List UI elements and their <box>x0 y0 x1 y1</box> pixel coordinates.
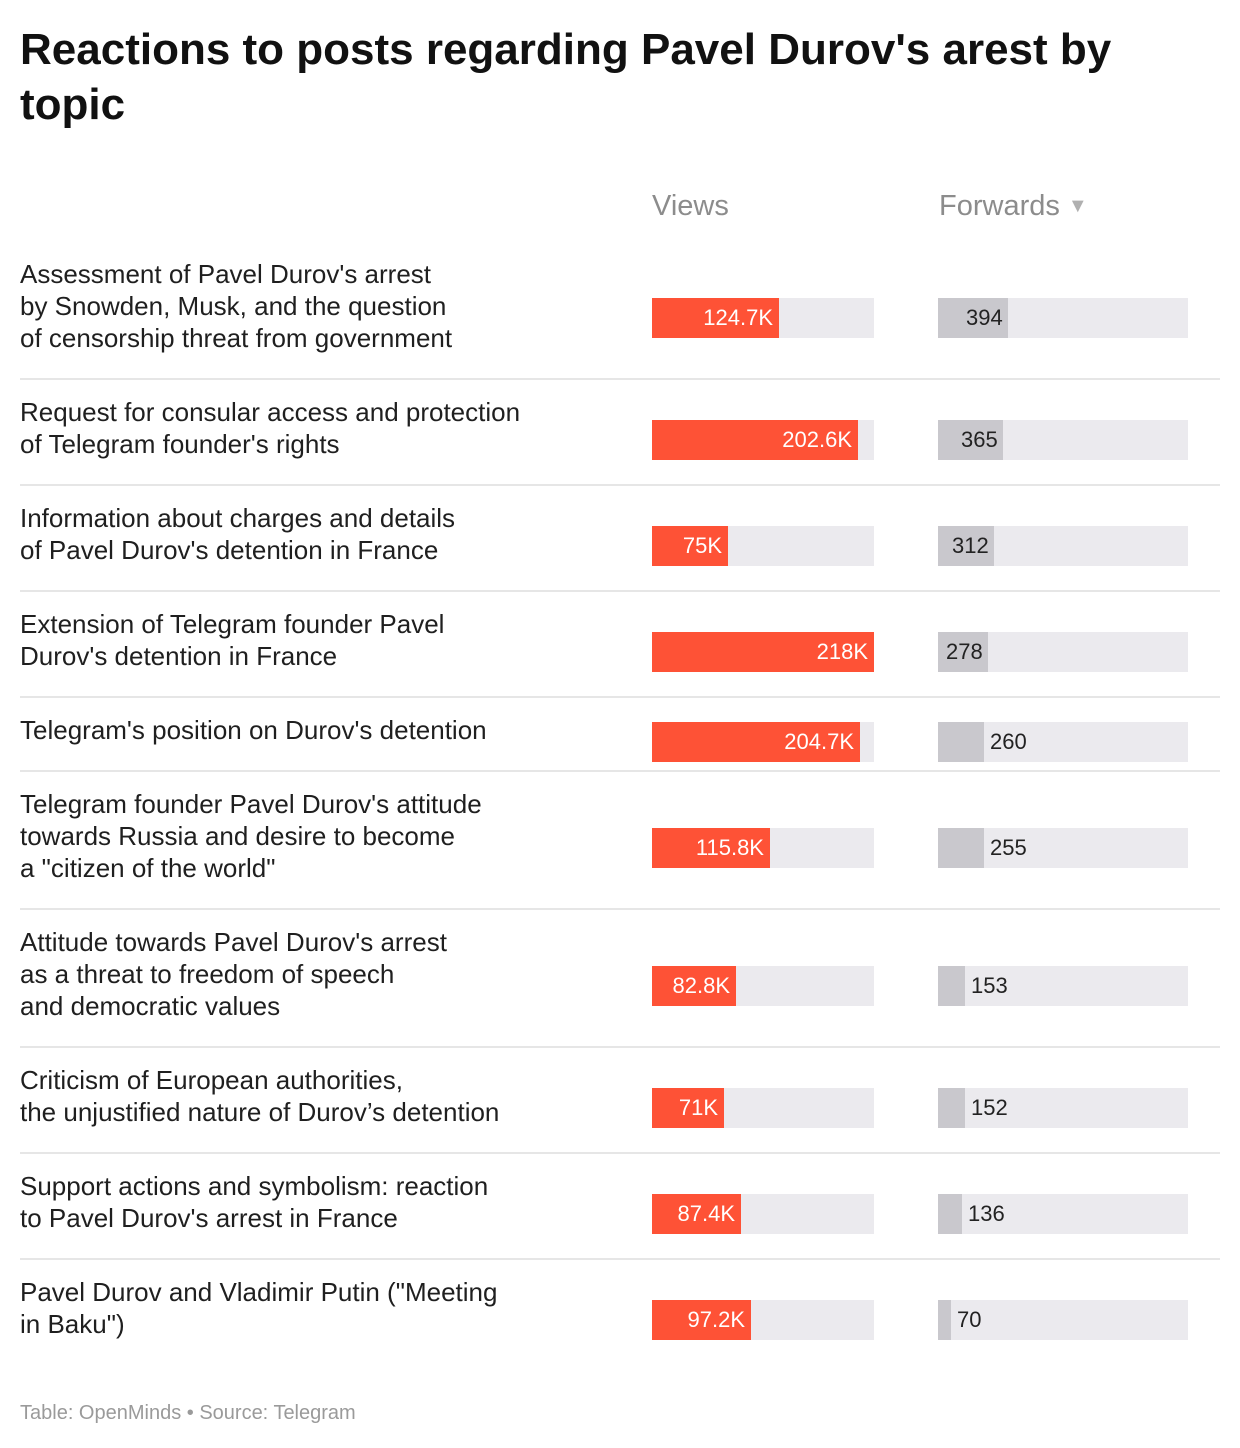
forwards-track: 365 <box>938 420 1188 460</box>
forwards-value: 394 <box>966 305 1003 330</box>
forwards-value: 365 <box>961 427 998 452</box>
column-header-forwards-label: Forwards <box>939 190 1060 222</box>
topic-label: Telegram's position on Durov's detention <box>20 715 487 745</box>
forwards-bar <box>938 1194 962 1234</box>
table-row: Extension of Telegram founder Pavel Duro… <box>20 608 1220 696</box>
topic-label: Attitude towards Pavel Durov's arrest as… <box>20 927 447 1021</box>
chart-title: Reactions to posts regarding Pavel Durov… <box>20 25 1112 129</box>
topic-label: Assessment of Pavel Durov's arrest by Sn… <box>20 259 453 353</box>
forwards-track: 70 <box>938 1300 1188 1340</box>
forwards-track: 255 <box>938 828 1188 868</box>
forwards-track: 153 <box>938 966 1188 1006</box>
row-divider <box>20 590 1220 592</box>
views-value: 124.7K <box>703 305 773 330</box>
table-row: Telegram's position on Durov's detention… <box>20 714 1220 770</box>
table-row: Assessment of Pavel Durov's arrest by Sn… <box>20 258 1220 378</box>
forwards-bar <box>938 1300 951 1340</box>
views-bar <box>652 828 770 868</box>
views-track: 218K <box>652 632 874 672</box>
forwards-track: 152 <box>938 1088 1188 1128</box>
row-divider <box>20 1046 1220 1048</box>
views-track: 115.8K <box>652 828 874 868</box>
forwards-value: 136 <box>968 1201 1005 1226</box>
views-track: 97.2K <box>652 1300 874 1340</box>
row-divider <box>20 484 1220 486</box>
views-track: 202.6K <box>652 420 874 460</box>
views-bar <box>652 1300 751 1340</box>
row-divider <box>20 696 1220 698</box>
forwards-track: 260 <box>938 722 1188 762</box>
topic-label: Support actions and symbolism: reaction … <box>20 1171 489 1233</box>
views-value: 218K <box>816 639 868 664</box>
topic-label: Extension of Telegram founder Pavel Duro… <box>20 609 445 671</box>
forwards-value: 255 <box>990 835 1027 860</box>
forwards-value: 153 <box>971 973 1008 998</box>
table-row: Information about charges and details of… <box>20 502 1220 590</box>
forwards-bar <box>938 526 994 566</box>
views-bar <box>652 298 779 338</box>
sort-descending-icon[interactable]: ▼ <box>1067 195 1088 217</box>
views-value: 115.8K <box>695 835 764 860</box>
forwards-bar <box>938 966 965 1006</box>
views-track: 124.7K <box>652 298 874 338</box>
forwards-track: 312 <box>938 526 1188 566</box>
table-row: Criticism of European authorities, the u… <box>20 1064 1220 1152</box>
views-track: 204.7K <box>652 722 874 762</box>
forwards-track: 394 <box>938 298 1188 338</box>
column-header-views-label: Views <box>652 190 729 222</box>
views-value: 71K <box>678 1095 718 1120</box>
views-track: 87.4K <box>652 1194 874 1234</box>
views-value: 204.7K <box>784 729 854 754</box>
forwards-track: 136 <box>938 1194 1188 1234</box>
views-bar <box>652 420 858 460</box>
table-row: Telegram founder Pavel Durov's attitude … <box>20 788 1220 908</box>
views-track: 75K <box>652 526 874 566</box>
table-row: Support actions and symbolism: reaction … <box>20 1170 1220 1258</box>
row-divider <box>20 378 1220 380</box>
table-row: Request for consular access and protecti… <box>20 396 1220 484</box>
forwards-bar <box>938 828 984 868</box>
row-divider <box>20 908 1220 910</box>
table-row: Pavel Durov and Vladimir Putin ("Meeting… <box>20 1276 1220 1364</box>
views-bar <box>652 632 874 672</box>
table-row: Attitude towards Pavel Durov's arrest as… <box>20 926 1220 1046</box>
topic-label: Telegram founder Pavel Durov's attitude … <box>20 789 482 883</box>
views-bar <box>652 722 860 762</box>
forwards-value: 278 <box>946 639 983 664</box>
row-divider <box>20 1152 1220 1154</box>
row-divider <box>20 1258 1220 1260</box>
forwards-bar <box>938 722 984 762</box>
views-bar <box>652 966 736 1006</box>
views-bar <box>652 1194 741 1234</box>
topic-label: Request for consular access and protecti… <box>20 397 521 459</box>
forwards-bar <box>938 632 988 672</box>
topic-label: Criticism of European authorities, the u… <box>20 1065 500 1127</box>
forwards-value: 70 <box>957 1307 982 1332</box>
forwards-bar <box>938 420 1003 460</box>
views-value: 87.4K <box>677 1201 736 1226</box>
views-value: 202.6K <box>782 427 852 452</box>
views-value: 75K <box>682 533 722 558</box>
views-value: 82.8K <box>672 973 731 998</box>
column-header-forwards[interactable]: Forwards ▼ <box>939 188 1088 224</box>
forwards-bar <box>938 298 1008 338</box>
views-bar <box>652 1088 724 1128</box>
row-divider <box>20 770 1220 772</box>
forwards-value: 152 <box>971 1095 1008 1120</box>
topic-label: Information about charges and details of… <box>20 503 456 565</box>
column-header-views[interactable]: Views <box>652 188 729 224</box>
views-value: 97.2K <box>687 1307 746 1332</box>
views-track: 82.8K <box>652 966 874 1006</box>
forwards-value: 312 <box>952 533 989 558</box>
views-bar <box>652 526 728 566</box>
topic-label: Pavel Durov and Vladimir Putin ("Meeting… <box>20 1277 498 1339</box>
views-track: 71K <box>652 1088 874 1128</box>
source-footer: Table: OpenMinds • Source: Telegram <box>20 1402 356 1424</box>
forwards-track: 278 <box>938 632 1188 672</box>
forwards-value: 260 <box>990 729 1027 754</box>
forwards-bar <box>938 1088 965 1128</box>
